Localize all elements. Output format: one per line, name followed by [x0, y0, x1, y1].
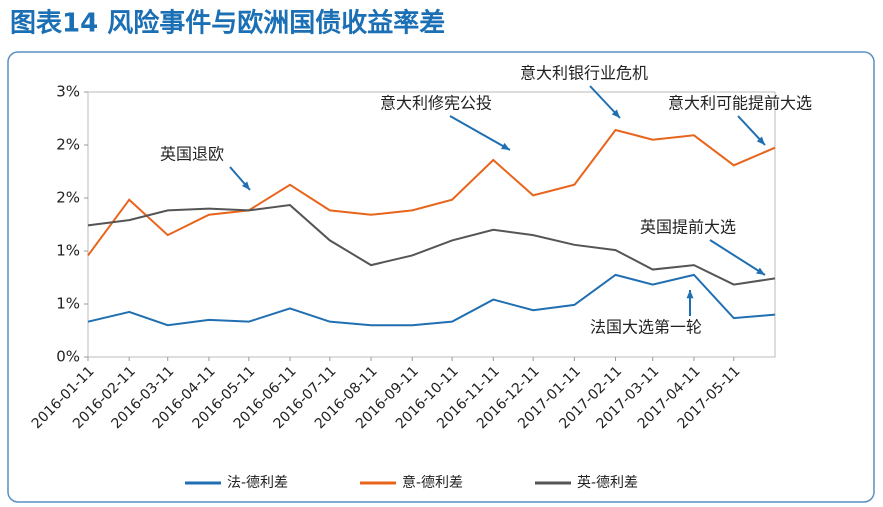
annotation: 意大利银行业危机	[520, 64, 648, 83]
series-line	[87, 204, 776, 286]
chart-title: 图表14 风险事件与欧洲国债收益率差	[10, 8, 445, 39]
series-line	[87, 273, 776, 327]
series-line	[87, 128, 776, 257]
legend-label: 法-德利差	[227, 475, 288, 491]
y-tick-label: 2%	[56, 189, 80, 207]
arrow-head	[501, 142, 510, 150]
y-tick-label: 1%	[56, 242, 80, 260]
annotation: 英国退欧	[160, 145, 224, 164]
legend-label: 英-德利差	[577, 474, 638, 491]
arrow-head	[686, 290, 694, 299]
y-tick-label: 2%	[56, 136, 80, 154]
annotation: 意大利修宪公投	[380, 94, 492, 113]
arrow-head	[756, 267, 765, 275]
arrow-head	[241, 181, 250, 190]
legend-label: 意-德利差	[402, 474, 463, 491]
y-tick-label: 3%	[56, 83, 80, 101]
arrow-head	[756, 136, 765, 145]
arrow-head	[611, 109, 620, 118]
chart-frame	[7, 51, 875, 503]
annotation: 英国提前大选	[640, 218, 736, 237]
annotation-arrow	[449, 115, 511, 151]
annotation-arrow	[709, 239, 766, 276]
annotation: 法国大选第一轮	[590, 318, 702, 337]
annotation: 意大利可能提前大选	[668, 94, 812, 113]
y-tick-label: 1%	[56, 295, 80, 313]
y-tick-label: 0%	[56, 348, 80, 366]
